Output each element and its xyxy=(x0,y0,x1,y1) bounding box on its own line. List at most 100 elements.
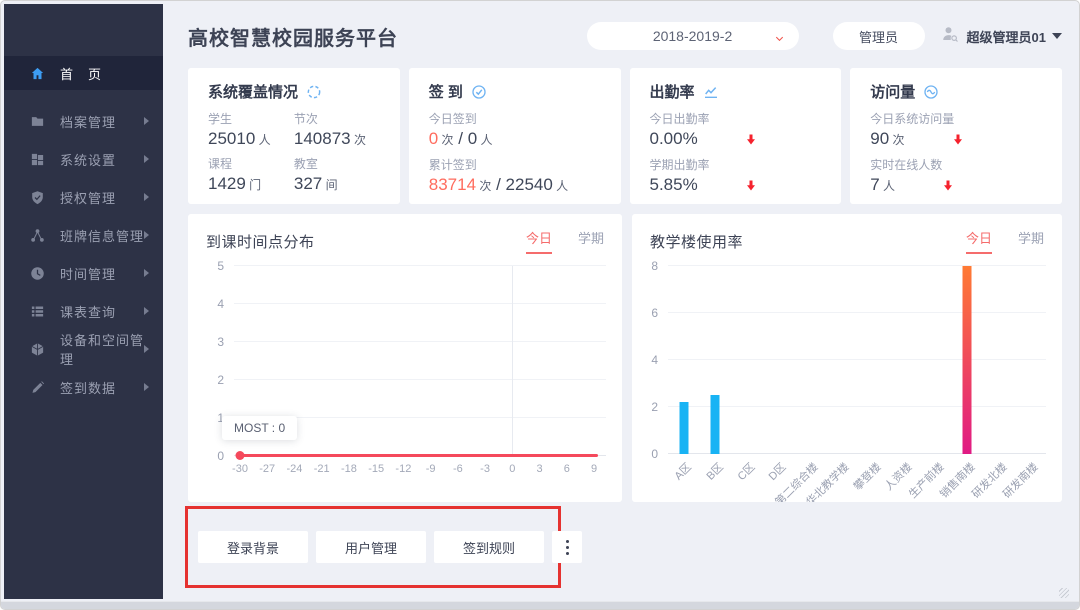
admin-role-button[interactable]: 管理员 xyxy=(832,22,925,50)
chevron-right-icon xyxy=(144,231,149,239)
sidebar-item-5[interactable]: 时间管理 xyxy=(4,254,163,292)
stat-value: 90 次 xyxy=(870,129,905,148)
sidebar-item-label: 授权管理 xyxy=(60,190,117,206)
arrow-down-icon xyxy=(746,180,756,191)
x-axis-tick: -9 xyxy=(425,463,436,475)
sidebar-item-6[interactable]: 课表查询 xyxy=(4,292,163,330)
x-axis-tick: -18 xyxy=(340,463,357,475)
folder-icon xyxy=(30,113,46,129)
chevron-right-icon xyxy=(144,155,149,163)
chevron-down-icon xyxy=(774,31,785,47)
x-axis-tick: D区 xyxy=(766,461,789,484)
y-axis-tick: 4 xyxy=(651,353,658,367)
stat-value: 7 人 xyxy=(870,175,896,194)
login-background-button[interactable]: 登录背景 xyxy=(198,531,309,563)
line-chart-icon xyxy=(703,84,719,100)
x-axis-tick: 9 xyxy=(590,463,598,475)
x-axis-tick: -21 xyxy=(313,463,330,475)
sidebar-item-label: 班牌信息管理 xyxy=(60,228,145,244)
sidebar-item-8[interactable]: 签到数据 xyxy=(4,368,163,406)
sidebar-item-label: 首 页 xyxy=(60,66,103,82)
x-axis-tick: -27 xyxy=(259,463,276,475)
sidebar-item-4[interactable]: 班牌信息管理 xyxy=(4,216,163,254)
sidebar-item-label: 设备和空间管理 xyxy=(60,333,145,367)
x-axis-tick: -30 xyxy=(232,463,248,475)
x-axis-tick: -24 xyxy=(286,463,303,475)
y-axis-tick: 3 xyxy=(217,335,224,349)
arrow-down-icon xyxy=(746,134,756,145)
zero-axis-line xyxy=(512,266,514,456)
stat-value: 83714 次 / 22540 人 xyxy=(428,175,569,194)
bar-销售南楼 xyxy=(962,266,972,454)
shield-icon xyxy=(30,189,46,205)
sidebar-item-0[interactable]: 首 页 xyxy=(4,56,163,90)
stat-label: 实时在线人数 xyxy=(870,158,943,172)
y-axis-tick: 8 xyxy=(651,259,658,273)
stat-label: 教室 xyxy=(293,157,318,171)
semester-select[interactable]: 2018-2019-2 xyxy=(586,22,799,50)
stat-card-3: 访问量今日系统访问量 90 次实时在线人数 7 人 xyxy=(850,68,1062,204)
more-options-button[interactable] xyxy=(552,531,583,563)
x-axis-tick: A区 xyxy=(672,461,695,483)
x-axis-tick: 0 xyxy=(509,463,516,475)
signin-rules-button[interactable]: 签到规则 xyxy=(434,531,545,563)
cube-icon xyxy=(30,341,46,357)
stat-card-title: 访问量 xyxy=(870,84,916,101)
user-menu[interactable]: 超级管理员01 xyxy=(941,25,1062,48)
chart-tab-today[interactable]: 今日 xyxy=(525,228,552,254)
stat-label: 学期出勤率 xyxy=(649,158,710,172)
username-label: 超级管理员01 xyxy=(966,29,1046,45)
stat-label: 今日系统访问量 xyxy=(870,112,955,126)
x-axis-tick: 3 xyxy=(536,463,543,475)
sidebar-item-label: 课表查询 xyxy=(60,304,117,320)
stat-value: 327 间 xyxy=(293,174,338,193)
y-axis-tick: 0 xyxy=(651,447,658,461)
grid-icon xyxy=(30,151,46,167)
stat-value: 25010 人 xyxy=(208,129,271,148)
y-axis-tick: 1 xyxy=(217,411,224,425)
sidebar: 首 页档案管理系统设置授权管理班牌信息管理时间管理课表查询设备和空间管理签到数据 xyxy=(4,4,163,599)
sidebar-item-3[interactable]: 授权管理 xyxy=(4,178,163,216)
arrow-down-icon xyxy=(953,134,963,145)
sidebar-item-label: 签到数据 xyxy=(60,380,117,396)
chevron-right-icon xyxy=(144,117,149,125)
sidebar-item-2[interactable]: 系统设置 xyxy=(4,140,163,178)
x-axis-tick: -12 xyxy=(395,463,412,475)
arrival-time-chart-card: 到课时间点分布 今日 学期 0 1 2 3 4 5 -30 -27 -24 -21 -18 -15 -12 -9… xyxy=(188,214,622,502)
user-management-button[interactable]: 用户管理 xyxy=(316,531,427,563)
sidebar-item-7[interactable]: 设备和空间管理 xyxy=(4,330,163,368)
bar-B区 xyxy=(710,395,720,454)
series-line xyxy=(240,454,598,457)
y-axis-tick: 2 xyxy=(217,373,224,387)
chevron-right-icon xyxy=(144,383,149,391)
window-bottom-strip xyxy=(1,601,1079,609)
sidebar-item-label: 档案管理 xyxy=(60,114,117,130)
chart-tab-today[interactable]: 今日 xyxy=(965,228,992,254)
arrival-time-plot: 0 1 2 3 4 5 -30 -27 -24 -21 -18 -15 -12 -9 -6 -3 0 3 6 9 MOS… xyxy=(217,259,606,475)
stat-cards-row: 系统覆盖情况 学生 25010 人 节次 140873 次课程 1429 门 教室 327 间… xyxy=(188,68,1062,204)
main-content: 高校智慧校园服务平台 2018-2019-2 管理员 xyxy=(163,4,1076,599)
x-axis-tick: -6 xyxy=(452,463,463,475)
stat-label: 今日签到 xyxy=(428,112,477,126)
stat-card-title: 出勤率 xyxy=(649,84,695,101)
chevron-right-icon xyxy=(144,345,149,353)
y-axis-tick: 6 xyxy=(651,306,658,320)
stat-card-title: 系统覆盖情况 xyxy=(208,84,299,101)
y-axis-tick: 2 xyxy=(651,400,658,414)
x-axis-tick: -3 xyxy=(480,463,490,475)
resize-handle-icon[interactable] xyxy=(1059,588,1069,598)
chart-tab-semester[interactable]: 学期 xyxy=(577,231,604,246)
stat-value: 140873 次 xyxy=(293,129,366,148)
footer-buttons: 登录背景 用户管理 签到规则 xyxy=(198,531,583,563)
stat-label: 节次 xyxy=(293,112,318,126)
chevron-right-icon xyxy=(144,269,149,277)
page-title: 高校智慧校园服务平台 xyxy=(188,27,398,50)
stat-card-0: 系统覆盖情况 学生 25010 人 节次 140873 次课程 1429 门 教室 327 间 xyxy=(188,68,400,204)
stat-value: 1429 门 xyxy=(208,174,262,193)
sidebar-item-1[interactable]: 档案管理 xyxy=(4,102,163,140)
chart-title: 到课时间点分布 xyxy=(206,233,315,251)
stat-card-title: 签 到 xyxy=(428,84,463,101)
chart-tab-semester[interactable]: 学期 xyxy=(1017,231,1044,246)
user-search-icon xyxy=(941,25,959,48)
